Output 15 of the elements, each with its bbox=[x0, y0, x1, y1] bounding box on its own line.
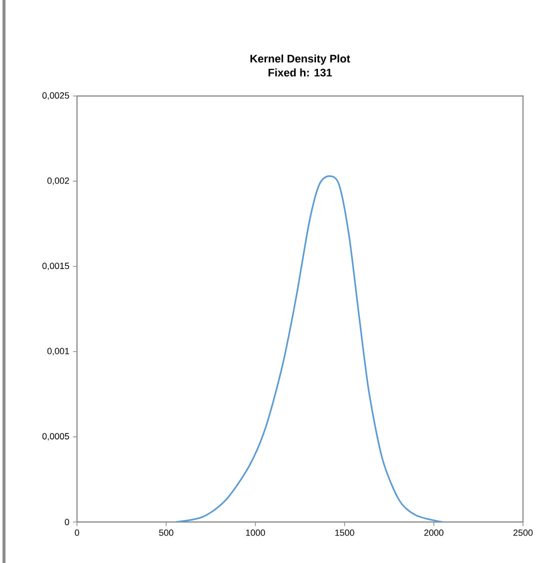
x-tick-label: 1000 bbox=[246, 530, 266, 536]
y-tick-label: 0,0025 bbox=[42, 92, 70, 100]
y-tick-label: 0,001 bbox=[47, 348, 70, 356]
y-tick-label: 0,0005 bbox=[42, 433, 70, 440]
chart-title: Kernel Density Plot bbox=[250, 54, 350, 65]
x-tick-label: 2000 bbox=[424, 530, 444, 536]
y-tick-label: 0 bbox=[64, 518, 70, 526]
x-tick-label: 0 bbox=[74, 530, 80, 536]
y-tick-label: 0,0015 bbox=[42, 262, 70, 270]
x-tick-label: 1500 bbox=[335, 530, 354, 536]
y-tick-label: 0,002 bbox=[47, 177, 70, 185]
chart-subtitle: Fixed h: 131 bbox=[268, 68, 332, 76]
x-tick-label: 2500 bbox=[513, 530, 533, 536]
line-series bbox=[175, 175, 444, 522]
x-tick-label: 500 bbox=[159, 530, 174, 536]
